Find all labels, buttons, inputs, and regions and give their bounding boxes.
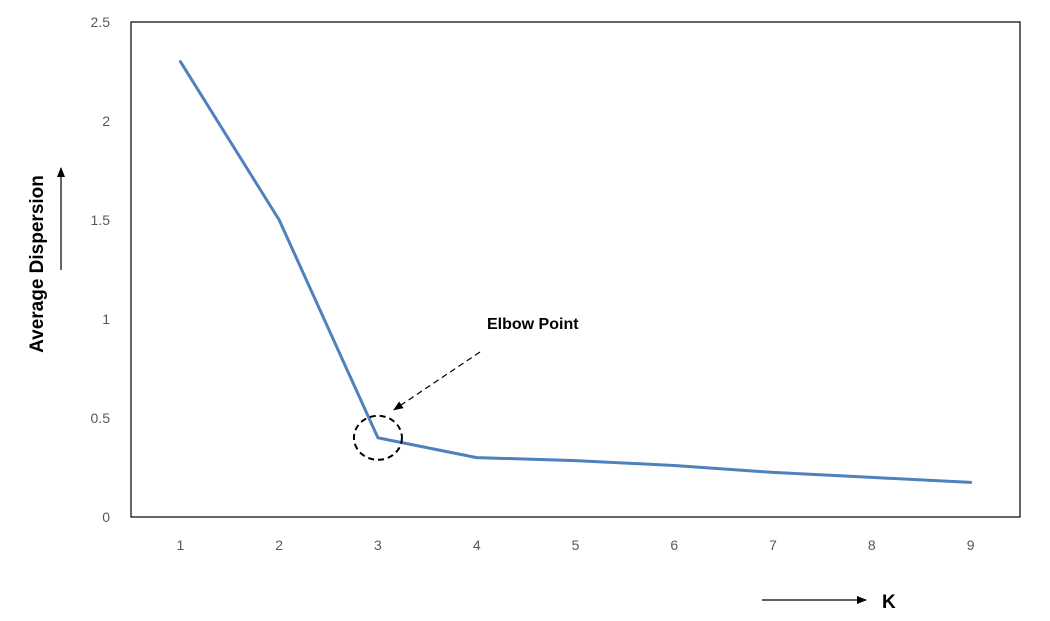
elbow-point-label: Elbow Point [487,316,579,333]
x-tick-label: 7 [769,537,777,553]
y-tick-label: 0.5 [91,410,111,426]
y-tick-label: 1 [102,311,110,327]
x-axis-tick-labels: 1 2 3 4 5 6 7 8 9 [176,537,974,553]
x-tick-label: 9 [967,537,975,553]
x-tick-label: 6 [670,537,678,553]
y-axis-tick-labels: 0 0.5 1 1.5 2 2.5 [91,14,111,525]
x-tick-label: 2 [275,537,283,553]
y-tick-label: 0 [102,509,110,525]
x-tick-label: 5 [572,537,580,553]
y-tick-label: 2 [102,113,110,129]
x-tick-label: 3 [374,537,382,553]
series-line [178,60,973,484]
plot-area-border [130,21,1021,518]
y-tick-label: 1.5 [91,212,111,228]
y-tick-label: 2.5 [91,14,111,30]
x-axis-title: K [882,592,896,613]
elbow-point-arrow [393,351,481,411]
x-tick-label: 8 [868,537,876,553]
x-tick-label: 1 [176,537,184,553]
y-axis-title: Average Dispersion [27,175,48,353]
x-tick-label: 4 [473,537,481,553]
elbow-point-marker [352,414,403,461]
